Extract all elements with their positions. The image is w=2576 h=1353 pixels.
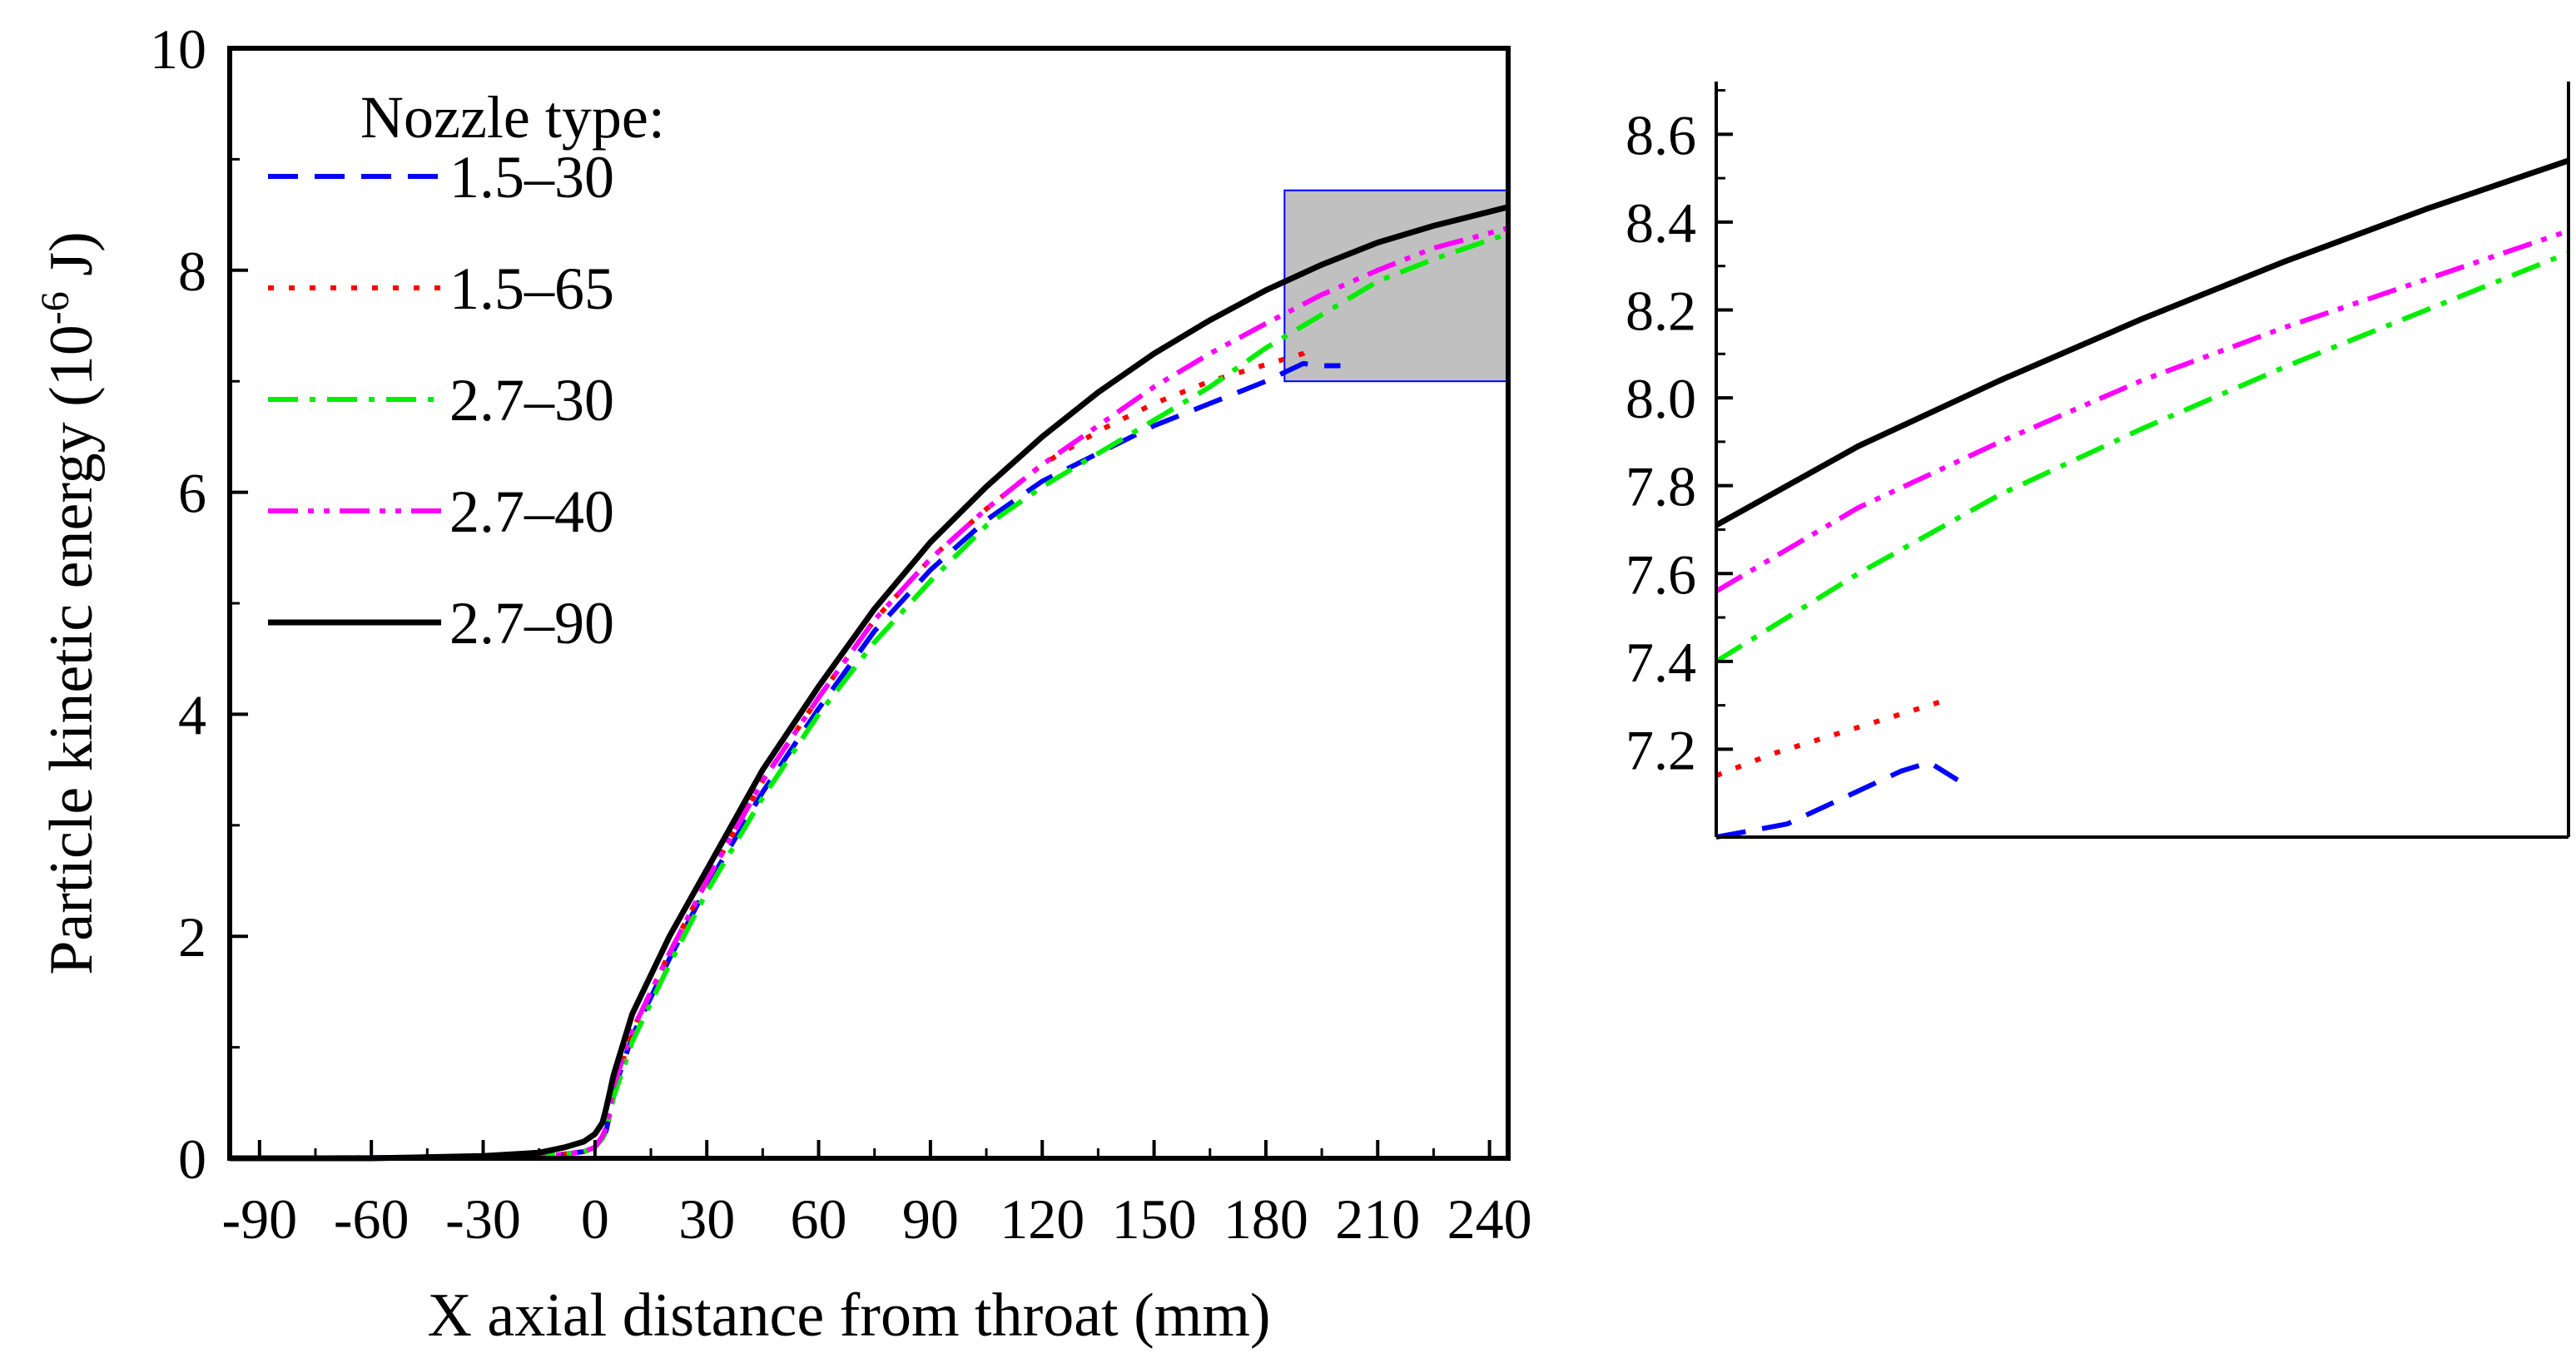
x-tick-label: 210 <box>1335 1187 1420 1251</box>
legend-label-2-7-40: 2.7–40 <box>449 478 614 545</box>
y-axis-title-exponent: -6 <box>33 291 77 325</box>
inset-series-line-1-5-30 <box>1715 760 1959 840</box>
y-tick-label: 4 <box>178 683 206 746</box>
zoom-box-rect <box>1283 189 1510 383</box>
x-tick-label: 90 <box>902 1187 959 1251</box>
inset-y-tick-label: 8.2 <box>1626 280 1696 343</box>
x-axis-title: X axial distance from throat (mm) <box>427 1281 1270 1350</box>
inset-y-tick-label: 8.0 <box>1626 367 1696 430</box>
series-line-1-5-65 <box>229 344 1316 1161</box>
main-chart: -90 -60 -30 0 30 60 90 120 150 180 210 240 0246810 … <box>33 17 1532 1350</box>
y-axis-title-prefix: Particle kinetic energy (10 <box>37 325 106 975</box>
y-tick-label: 0 <box>178 1128 206 1191</box>
inset-y-tick-label: 7.8 <box>1626 455 1696 518</box>
main-y-tick-labels: 0 2 4 6 8 10 <box>150 17 206 1191</box>
inset-series-line-2-7-30 <box>1715 250 2570 664</box>
inset-y-tick-label: 8.6 <box>1626 103 1696 166</box>
y-axis-title-suffix: J) <box>37 231 106 291</box>
series-line-1-5-30 <box>229 360 1341 1161</box>
y-axis-title: Particle kinetic energy (10-6 J) <box>33 231 106 974</box>
series-line-2-7-90 <box>230 204 1509 1162</box>
inset-series-group <box>1715 157 2570 840</box>
legend-title: Nozzle type: <box>360 84 665 151</box>
x-tick-label: -30 <box>445 1187 521 1251</box>
inset-chart: 7.2 7.4 7.6 7.8 8.0 8.2 8.4 8.6 <box>1626 82 2570 840</box>
inset-series-line-2-7-40 <box>1715 228 2569 593</box>
x-tick-label: 30 <box>678 1187 735 1251</box>
y-tick-label: 2 <box>178 905 206 969</box>
zoom-region-box <box>1283 189 1510 383</box>
inset-series-line-1-5-65 <box>1715 698 1944 778</box>
x-tick-label: 120 <box>1000 1187 1085 1251</box>
x-tick-label: 150 <box>1112 1187 1197 1251</box>
inset-axis-ticks <box>1716 89 1733 751</box>
legend-label-2-7-90: 2.7–90 <box>449 590 614 657</box>
x-tick-label: 60 <box>791 1187 847 1251</box>
x-tick-label: 0 <box>581 1187 609 1251</box>
inset-y-tick-label: 8.4 <box>1626 191 1696 255</box>
y-tick-label: 10 <box>150 17 206 81</box>
inset-y-tick-label: 7.6 <box>1626 543 1696 606</box>
legend-items: 1.5–30 1.5–65 2.7–30 2.7–40 2.7–90 <box>268 144 614 657</box>
inset-y-tick-label: 7.4 <box>1626 631 1696 694</box>
y-tick-label: 6 <box>178 462 206 525</box>
x-tick-label: 240 <box>1447 1187 1532 1251</box>
inset-series-line-2-7-90 <box>1715 157 2570 528</box>
y-tick-label: 8 <box>178 240 206 303</box>
x-tick-label: 180 <box>1223 1187 1308 1251</box>
legend-label-2-7-30: 2.7–30 <box>449 367 614 434</box>
inset-y-tick-labels: 7.2 7.4 7.6 7.8 8.0 8.2 8.4 8.6 <box>1626 103 1696 781</box>
main-x-tick-labels: -90 -60 -30 0 30 60 90 120 150 180 210 240 <box>221 1187 1531 1251</box>
legend-label-1-5-65: 1.5–65 <box>449 255 614 322</box>
inset-y-tick-label: 7.2 <box>1626 718 1696 781</box>
main-plot-frame <box>227 46 1511 1161</box>
legend-label-1-5-30: 1.5–30 <box>449 144 614 211</box>
x-tick-label: -90 <box>221 1187 297 1251</box>
x-tick-label: -60 <box>334 1187 409 1251</box>
legend: Nozzle type: 1.5–30 1.5–65 2.7–30 2.7–40 2.7… <box>268 84 665 657</box>
